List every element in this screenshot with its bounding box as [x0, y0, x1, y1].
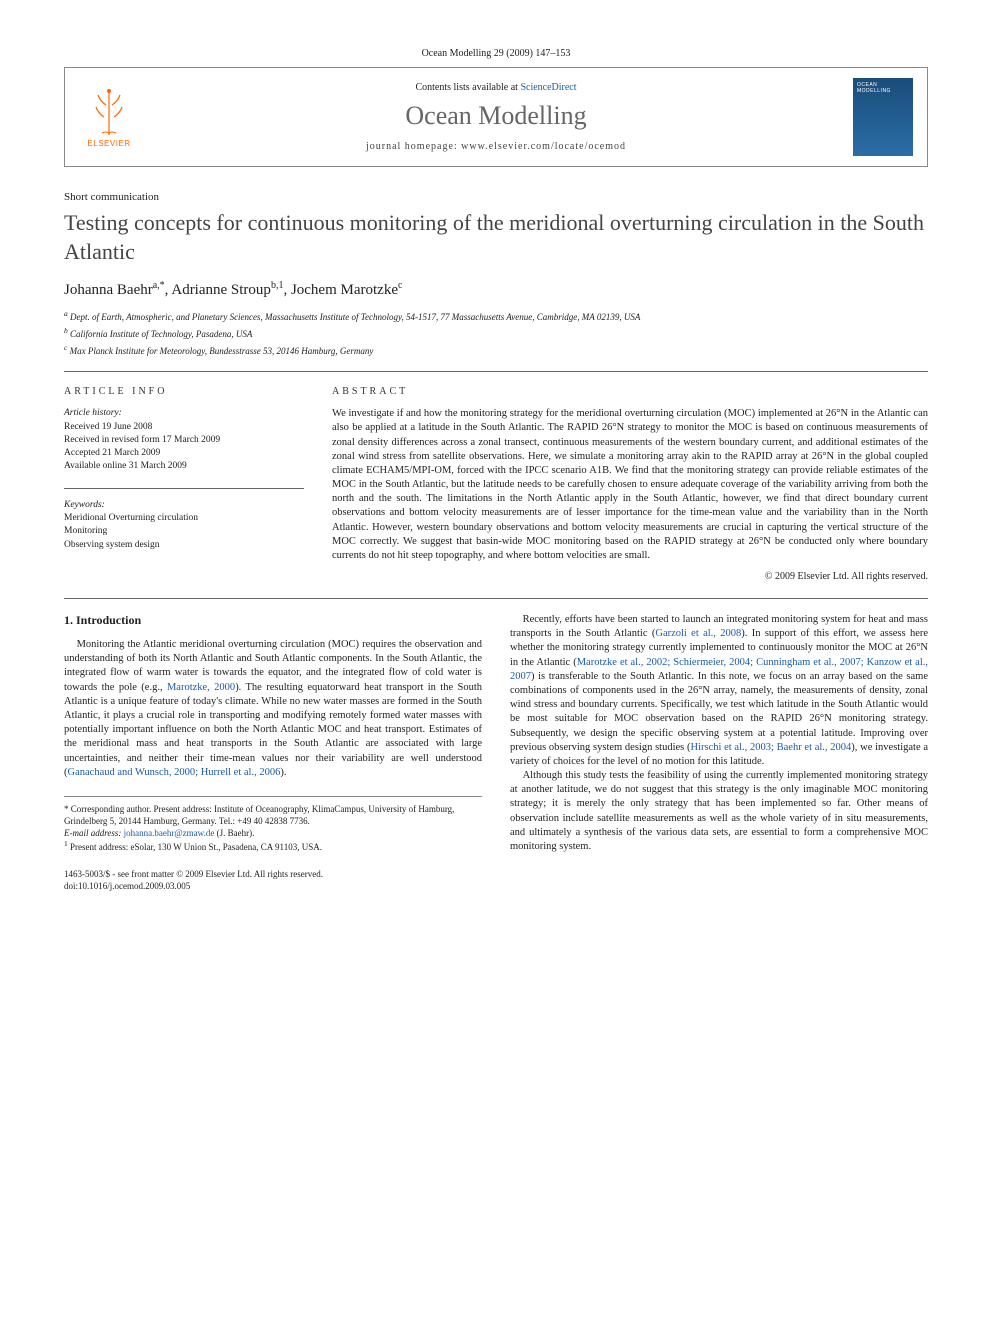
- footnotes-block: * Corresponding author. Present address:…: [64, 796, 482, 854]
- divider-top: [64, 371, 928, 372]
- author-0: Johanna Baehra,*: [64, 282, 165, 298]
- journal-name: Ocean Modelling: [153, 101, 839, 131]
- intro-para-1: Monitoring the Atlantic meridional overt…: [64, 638, 482, 780]
- body-right-col: Recently, efforts have been started to l…: [510, 613, 928, 893]
- sciencedirect-link[interactable]: ScienceDirect: [520, 82, 576, 93]
- journal-homepage: journal homepage: www.elsevier.com/locat…: [153, 141, 839, 152]
- keywords-heading: Keywords:: [64, 500, 105, 510]
- contents-line: Contents lists available at ScienceDirec…: [153, 82, 839, 93]
- author-2: Jochem Marotzkec: [291, 282, 403, 298]
- article-title: Testing concepts for continuous monitori…: [64, 209, 928, 266]
- info-divider: [64, 488, 304, 489]
- keyword-2: Observing system design: [64, 540, 160, 550]
- elsevier-logo: ELSEVIER: [79, 82, 139, 152]
- elsevier-label: ELSEVIER: [87, 139, 130, 148]
- intro-para-2: Recently, efforts have been started to l…: [510, 613, 928, 769]
- divider-bottom: [64, 598, 928, 599]
- affiliation-c: c Max Planck Institute for Meteorology, …: [64, 343, 928, 358]
- article-type: Short communication: [64, 191, 928, 203]
- affiliation-b: b California Institute of Technology, Pa…: [64, 326, 928, 341]
- article-info-col: ARTICLE INFO Article history: Received 1…: [64, 386, 304, 582]
- header-center: Contents lists available at ScienceDirec…: [153, 82, 839, 152]
- authors-line: Johanna Baehra,*, Adrianne Stroupb,1, Jo…: [64, 280, 928, 299]
- front-matter-line: 1463-5003/$ - see front matter © 2009 El…: [64, 869, 482, 892]
- info-abstract-row: ARTICLE INFO Article history: Received 1…: [64, 386, 928, 582]
- history-line-1: Received in revised form 17 March 2009: [64, 435, 220, 445]
- history-line-2: Accepted 21 March 2009: [64, 448, 160, 458]
- corresponding-email-link[interactable]: johanna.baehr@zmaw.de: [124, 828, 215, 838]
- keywords-block: Keywords: Meridional Overturning circula…: [64, 499, 304, 552]
- abstract-col: ABSTRACT We investigate if and how the m…: [332, 386, 928, 582]
- doi-line: doi:10.1016/j.ocemod.2009.03.005: [64, 881, 482, 893]
- keyword-1: Monitoring: [64, 526, 107, 536]
- history-heading: Article history:: [64, 408, 122, 418]
- article-history-block: Article history: Received 19 June 2008 R…: [64, 407, 304, 473]
- history-line-3: Available online 31 March 2009: [64, 461, 187, 471]
- intro-para-3: Although this study tests the feasibilit…: [510, 769, 928, 854]
- footnote-email: E-mail address: johanna.baehr@zmaw.de (J…: [64, 827, 482, 839]
- journal-cover-thumbnail: OCEAN MODELLING: [853, 78, 913, 156]
- header-citation: Ocean Modelling 29 (2009) 147–153: [64, 48, 928, 59]
- history-line-0: Received 19 June 2008: [64, 422, 152, 432]
- elsevier-tree-icon: [86, 87, 132, 137]
- author-1: Adrianne Stroupb,1: [171, 282, 283, 298]
- body-left-text: Monitoring the Atlantic meridional overt…: [64, 638, 482, 780]
- abstract-text: We investigate if and how the monitoring…: [332, 407, 928, 563]
- article-info-label: ARTICLE INFO: [64, 386, 304, 397]
- contents-prefix: Contents lists available at: [415, 82, 520, 93]
- body-right-text: Recently, efforts have been started to l…: [510, 613, 928, 854]
- abstract-copyright: © 2009 Elsevier Ltd. All rights reserved…: [332, 571, 928, 582]
- journal-header-box: ELSEVIER Contents lists available at Sci…: [64, 67, 928, 167]
- affiliation-a: a Dept. of Earth, Atmospheric, and Plane…: [64, 309, 928, 324]
- body-columns: 1. Introduction Monitoring the Atlantic …: [64, 613, 928, 893]
- footnote-present-1: 1 Present address: eSolar, 130 W Union S…: [64, 839, 482, 853]
- issn-line: 1463-5003/$ - see front matter © 2009 El…: [64, 869, 482, 881]
- cover-label: OCEAN MODELLING: [857, 82, 909, 94]
- section-1-heading: 1. Introduction: [64, 613, 482, 628]
- body-left-col: 1. Introduction Monitoring the Atlantic …: [64, 613, 482, 893]
- footnote-corresponding: * Corresponding author. Present address:…: [64, 803, 482, 827]
- keyword-0: Meridional Overturning circulation: [64, 513, 198, 523]
- abstract-label: ABSTRACT: [332, 386, 928, 397]
